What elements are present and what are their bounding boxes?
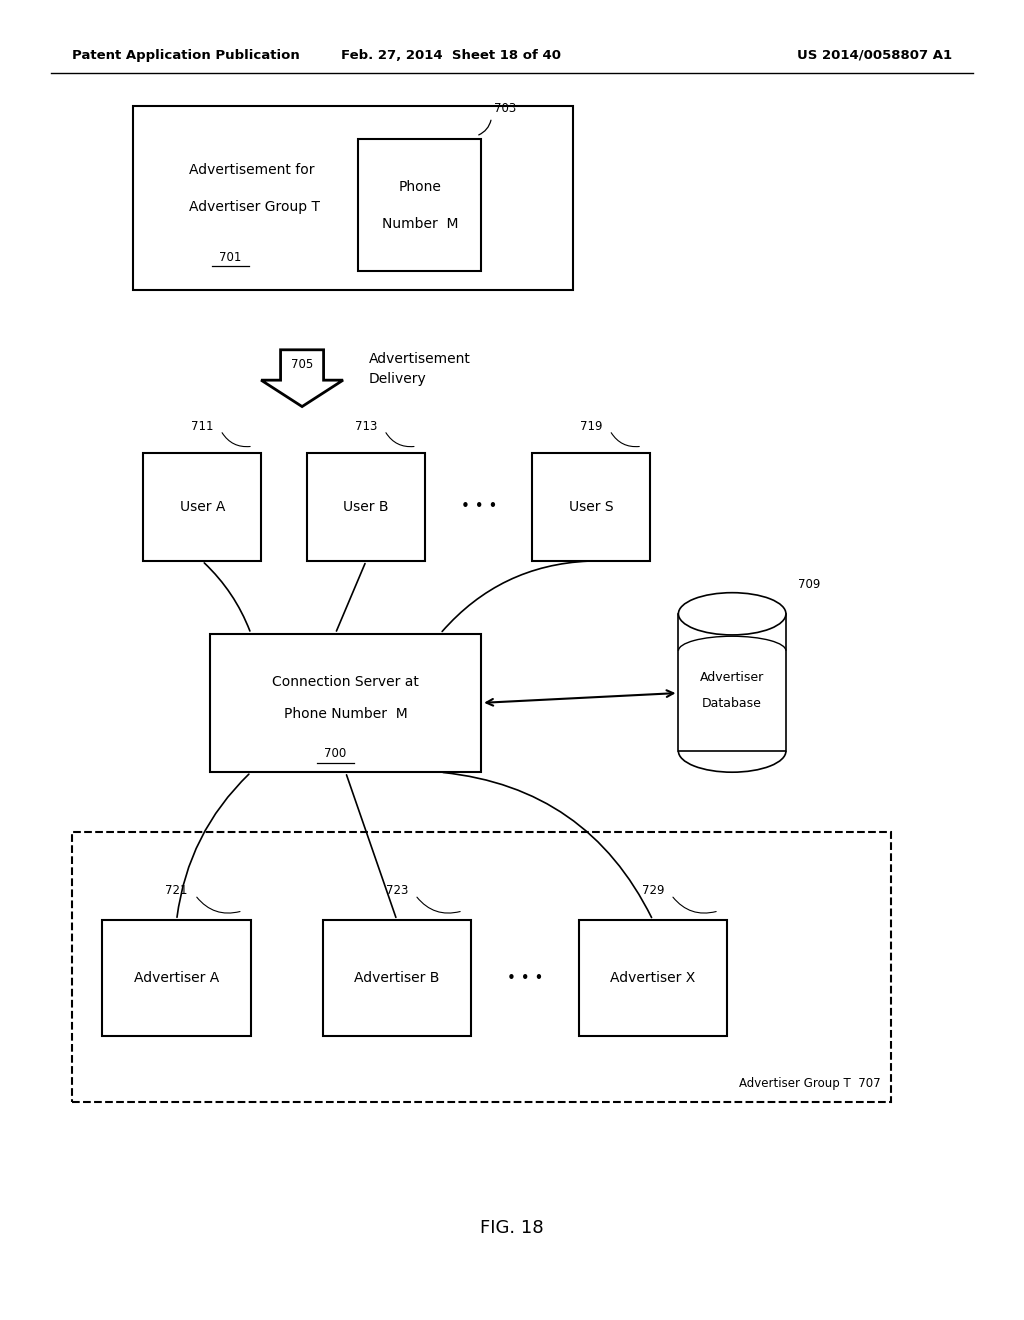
FancyBboxPatch shape (678, 614, 786, 751)
Text: Phone: Phone (398, 181, 441, 194)
Text: Advertiser X: Advertiser X (610, 972, 695, 985)
FancyBboxPatch shape (532, 453, 650, 561)
Text: Advertiser B: Advertiser B (354, 972, 439, 985)
FancyBboxPatch shape (307, 453, 425, 561)
FancyBboxPatch shape (143, 453, 261, 561)
Text: Advertiser A: Advertiser A (134, 972, 219, 985)
Ellipse shape (678, 593, 786, 635)
FancyBboxPatch shape (358, 139, 481, 271)
Text: 709: 709 (799, 578, 820, 591)
Text: 729: 729 (642, 884, 664, 898)
Text: Delivery: Delivery (369, 372, 426, 385)
Text: User A: User A (179, 500, 225, 513)
FancyBboxPatch shape (210, 634, 481, 772)
Text: 713: 713 (355, 420, 377, 433)
Text: • • •: • • • (507, 970, 543, 986)
Text: 723: 723 (386, 884, 408, 898)
Text: 711: 711 (191, 420, 213, 433)
Text: 701: 701 (219, 251, 242, 264)
Text: Phone Number  M: Phone Number M (284, 708, 408, 721)
Text: 700: 700 (325, 747, 346, 760)
Text: Feb. 27, 2014  Sheet 18 of 40: Feb. 27, 2014 Sheet 18 of 40 (341, 49, 560, 62)
Text: 703: 703 (494, 102, 516, 115)
Text: Advertisement: Advertisement (369, 352, 470, 366)
Text: 719: 719 (581, 420, 602, 433)
Text: Database: Database (702, 697, 762, 710)
Text: Advertiser Group T: Advertiser Group T (189, 201, 321, 214)
Text: Advertiser Group T  707: Advertiser Group T 707 (739, 1077, 881, 1090)
FancyBboxPatch shape (133, 106, 573, 290)
Text: 705: 705 (291, 359, 313, 371)
Text: Number  M: Number M (382, 218, 458, 231)
Text: Advertiser: Advertiser (700, 671, 764, 684)
FancyBboxPatch shape (579, 920, 727, 1036)
FancyBboxPatch shape (102, 920, 251, 1036)
Text: User S: User S (569, 500, 613, 513)
Text: US 2014/0058807 A1: US 2014/0058807 A1 (798, 49, 952, 62)
Text: • • •: • • • (461, 499, 497, 515)
Text: Connection Server at: Connection Server at (272, 675, 419, 689)
Text: Patent Application Publication: Patent Application Publication (72, 49, 299, 62)
Polygon shape (261, 350, 343, 407)
FancyBboxPatch shape (72, 832, 891, 1102)
Text: User B: User B (343, 500, 389, 513)
FancyBboxPatch shape (323, 920, 471, 1036)
Text: 721: 721 (166, 884, 187, 898)
Text: FIG. 18: FIG. 18 (480, 1218, 544, 1237)
Text: Advertisement for: Advertisement for (189, 164, 315, 177)
